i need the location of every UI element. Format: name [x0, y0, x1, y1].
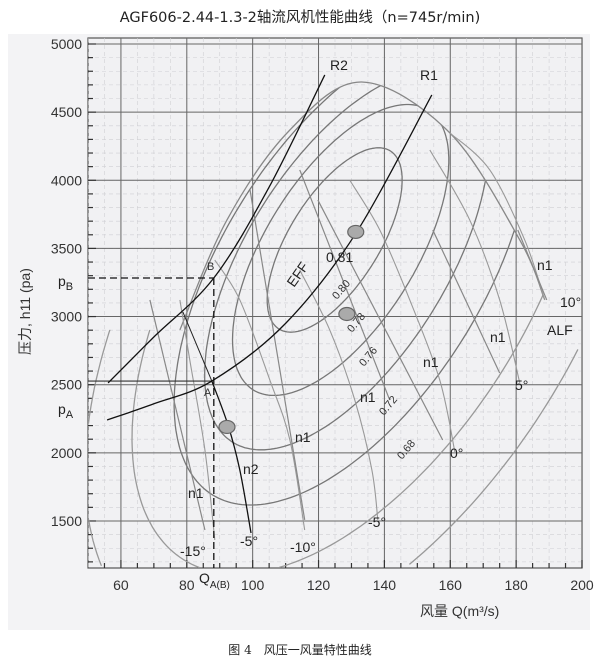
x-tick-label: 60: [113, 577, 129, 593]
x-tick-label: 180: [504, 577, 528, 593]
qa-label: QA(B): [199, 570, 230, 591]
x-axis-label: 风量 Q(m³/s): [420, 603, 499, 619]
power-line-label: n1: [295, 429, 311, 445]
pa-label: pA: [58, 401, 74, 421]
figure-caption: 图 4 风压一风量特性曲线: [228, 643, 372, 657]
power-line-label: n1: [360, 389, 376, 405]
pb-label: pB: [58, 273, 73, 293]
efficiency-contour: [231, 103, 450, 397]
y-tick-label: 4500: [51, 104, 82, 120]
power-line-label: n1: [490, 329, 506, 345]
r1-label: R1: [420, 67, 438, 83]
stall-line: [179, 81, 546, 331]
angle-label: -5°: [368, 514, 386, 530]
angle-label: 5°: [515, 377, 528, 393]
point-a-label: A: [204, 387, 212, 399]
n2-label: n2: [243, 461, 259, 477]
power-line-label: n1: [537, 257, 553, 273]
r2-label: R2: [330, 57, 348, 73]
power-line: [317, 199, 444, 441]
chart-title: AGF606-2.44-1.3-2轴流风机性能曲线（n=745r/min): [119, 10, 481, 26]
y-tick-label: 5000: [51, 36, 82, 52]
eff-level-label: 0.81: [326, 249, 353, 265]
x-tick-label: 200: [570, 577, 594, 593]
power-line: [299, 169, 391, 401]
curves: [88, 74, 548, 568]
y-tick-label: 4000: [51, 172, 82, 188]
y-tick-label: 2500: [51, 377, 82, 393]
resistance-curve-r2: [107, 74, 326, 384]
efficiency-contours: [88, 82, 582, 568]
power-line: [517, 229, 548, 301]
blade-angle-curve: [214, 259, 306, 531]
axis-ticks: 60 80 100 120 140 160 180 200 1500 2000 2500 3000 35…: [51, 36, 594, 593]
blade-angle-curve: [349, 179, 456, 453]
resistance-curve-r1: [106, 94, 433, 421]
efficiency-contour-group: [88, 82, 582, 568]
y-tick-label: 3000: [51, 309, 82, 325]
y-tick-label: 3500: [51, 240, 82, 256]
grid: [88, 38, 582, 568]
connector-line: [182, 311, 213, 382]
power-line: [432, 229, 501, 374]
angle-label: 0°: [450, 445, 463, 461]
power-line: [149, 299, 206, 531]
operating-marker: [347, 224, 365, 240]
blade-angle-curve: [299, 269, 379, 520]
point-b-label: B: [207, 261, 214, 273]
x-tick-label: 120: [307, 577, 331, 593]
y-axis-label: 压力, h11 (pa): [17, 268, 33, 355]
x-tick-label: 100: [241, 577, 265, 593]
angle-label: 10°: [560, 294, 581, 310]
alf-label: ALF: [547, 322, 573, 338]
n2-end-angle-label: -5°: [240, 533, 258, 549]
power-line-label: n1: [188, 485, 204, 501]
angle-label: -10°: [290, 539, 316, 555]
y-tick-label: 2000: [51, 445, 82, 461]
efficiency-contour: [266, 147, 403, 333]
x-tick-label: 80: [179, 577, 195, 593]
x-tick-label: 160: [439, 577, 463, 593]
power-line: [249, 189, 306, 520]
resistance-curve-n2: [211, 380, 252, 534]
blade-angle-curve: [449, 132, 546, 301]
blade-angle-curve: [179, 299, 216, 540]
blade-angle-curve: [429, 149, 521, 384]
y-tick-label: 1500: [51, 513, 82, 529]
fan-performance-chart: 60 80 100 120 140 160 180 200 1500 2000 2500 3000 35…: [8, 34, 594, 630]
x-tick-label: 140: [373, 577, 397, 593]
power-line-label: n1: [423, 354, 439, 370]
operating-marker: [338, 306, 356, 322]
angle-label: -15°: [180, 543, 206, 559]
operating-marker: [218, 419, 236, 435]
